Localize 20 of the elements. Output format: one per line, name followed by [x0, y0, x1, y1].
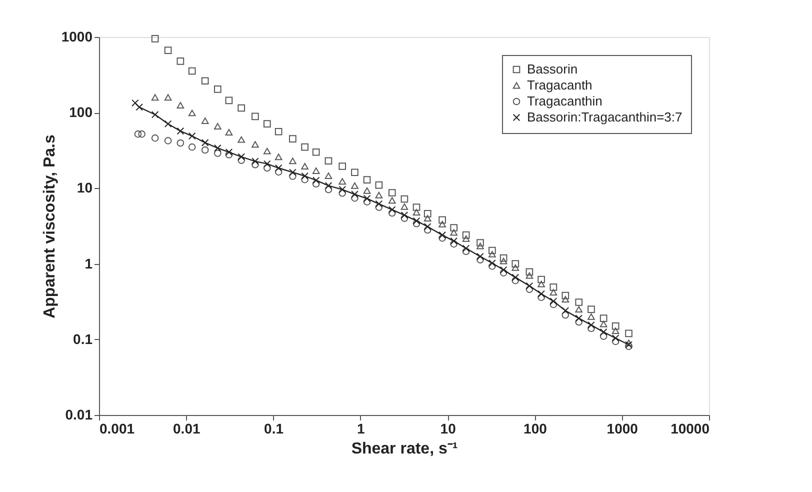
x-tick-label: 10000: [670, 420, 710, 436]
x-tick-label: 10: [440, 420, 456, 436]
x-tick-label: 0.1: [264, 420, 284, 436]
y-axis-title: Apparent viscosity, Pa.s: [41, 134, 58, 318]
x-tick-label: 1: [357, 420, 366, 436]
y-tick-label: 1: [84, 255, 93, 272]
legend-label: Bassorin:Tragacanthin=3:7: [527, 110, 682, 124]
y-tick-label: 10: [76, 180, 93, 196]
legend-label: Tragacanthin: [527, 94, 602, 108]
y-tick-label: 0.01: [65, 406, 93, 422]
legend-label: Bassorin: [527, 62, 578, 76]
x-tick-label: 0.001: [100, 420, 135, 436]
y-tick-label: 1000: [61, 28, 93, 44]
x-axis-title: Shear rate, s⁻¹: [351, 440, 458, 458]
legend-label: Tragacanth: [527, 78, 592, 92]
x-tick-label: 1000: [606, 420, 638, 436]
y-tick-label: 0.1: [73, 330, 93, 347]
x-tick-label: 100: [524, 420, 548, 436]
y-tick-label: 100: [69, 104, 93, 120]
x-tick-label: 0.01: [173, 420, 200, 436]
